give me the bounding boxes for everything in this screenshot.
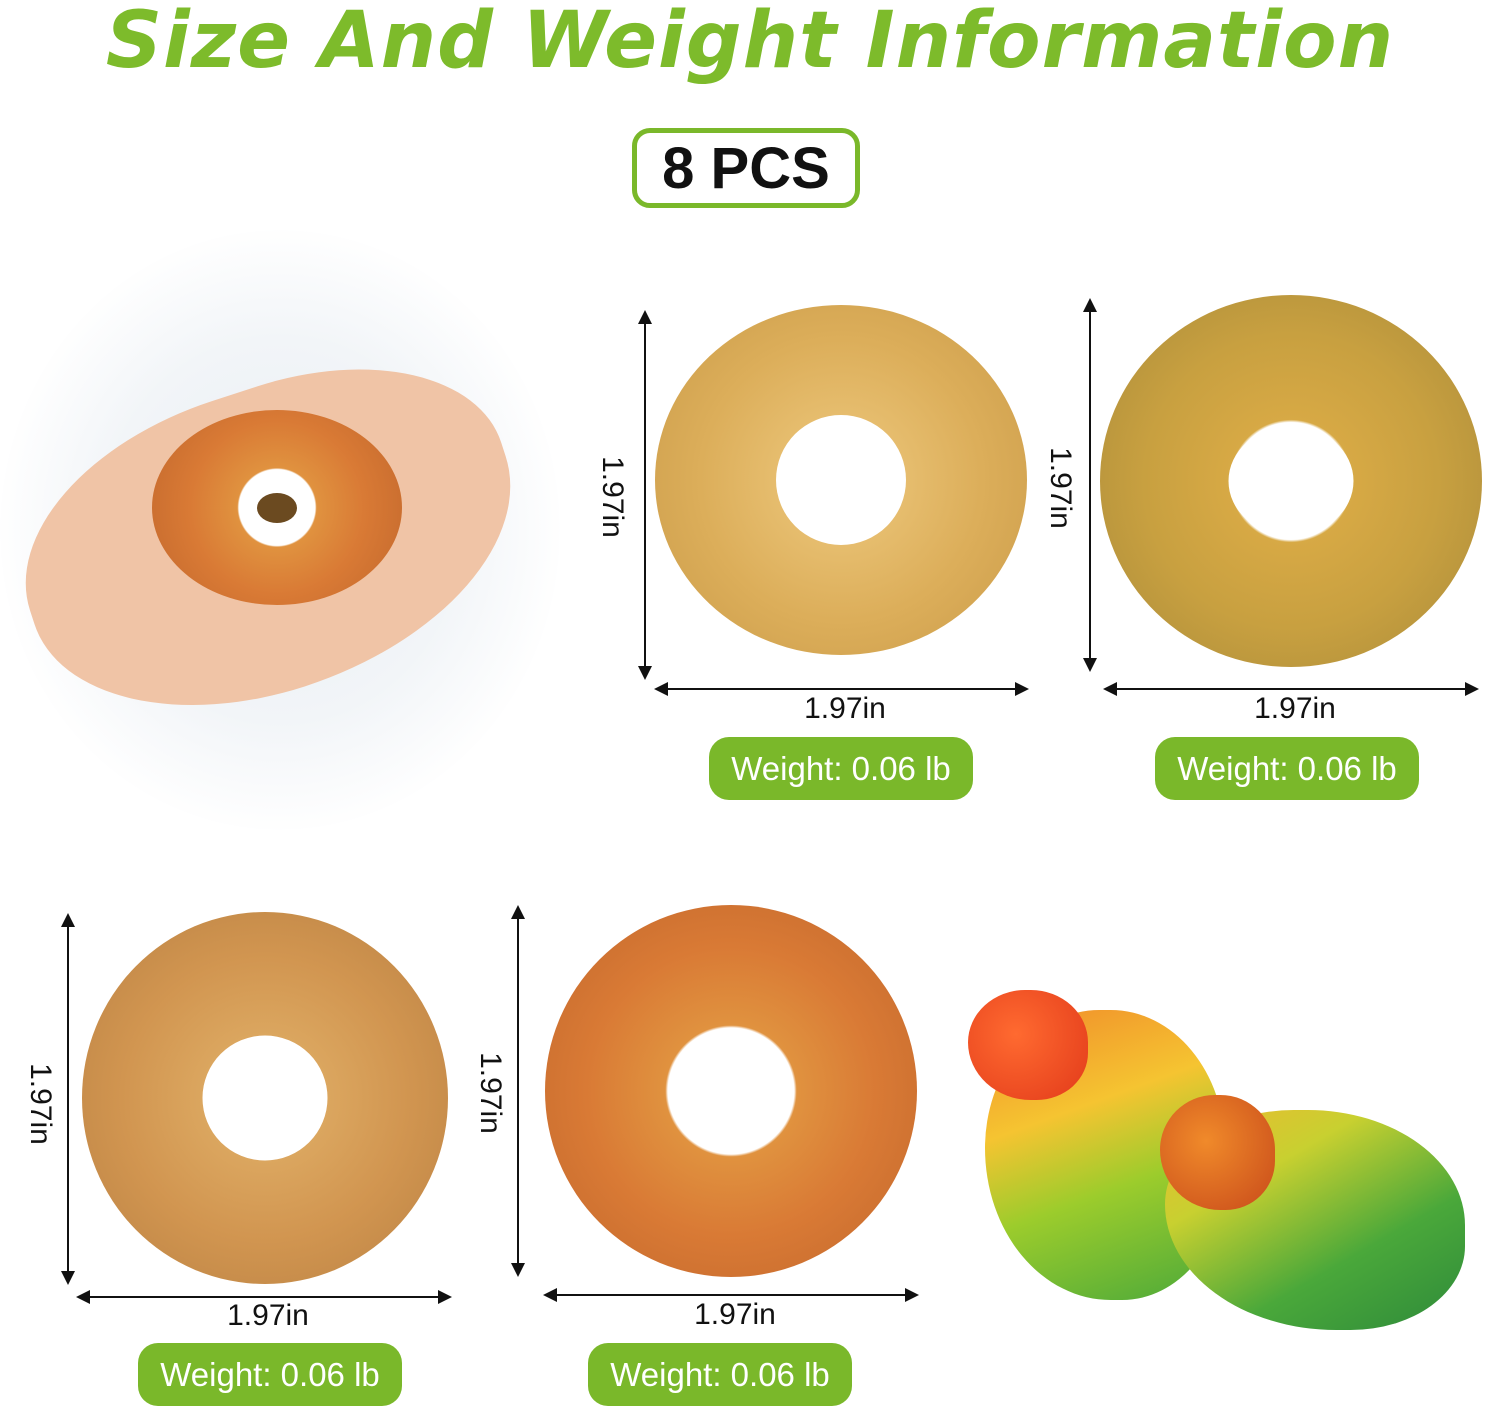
- weight-badge: Weight: 0.06 lb: [1155, 737, 1419, 800]
- width-label: 1.97in: [804, 692, 886, 725]
- height-label: 1.97in: [1044, 447, 1077, 529]
- count-badge: 8 PCS: [632, 128, 860, 208]
- height-arrow: [638, 310, 652, 680]
- width-arrow: [76, 1290, 452, 1304]
- seed-ring-image: [82, 912, 448, 1284]
- page-title: Size And Weight Information: [105, 0, 1395, 86]
- width-label: 1.97in: [227, 1299, 309, 1332]
- weight-badge: Weight: 0.06 lb: [138, 1343, 402, 1406]
- height-label: 1.97in: [474, 1052, 507, 1134]
- seed-ring-image: [1100, 295, 1482, 667]
- treat-in-hand: [152, 410, 402, 605]
- height-label: 1.97in: [596, 456, 629, 538]
- height-label: 1.97in: [24, 1063, 57, 1145]
- height-arrow: [61, 913, 75, 1285]
- height-arrow: [1083, 298, 1097, 672]
- seed-ring-image: [655, 305, 1027, 655]
- weight-badge: Weight: 0.06 lb: [588, 1343, 852, 1406]
- width-label: 1.97in: [1254, 692, 1336, 725]
- width-label: 1.97in: [694, 1298, 776, 1331]
- seed-ring-image: [545, 905, 917, 1277]
- weight-badge: Weight: 0.06 lb: [709, 737, 973, 800]
- width-arrow: [543, 1288, 919, 1302]
- parrot-head: [968, 990, 1088, 1100]
- height-arrow: [511, 905, 525, 1277]
- width-arrow: [1103, 682, 1479, 696]
- width-arrow: [654, 682, 1029, 696]
- parrot-head: [1160, 1095, 1275, 1210]
